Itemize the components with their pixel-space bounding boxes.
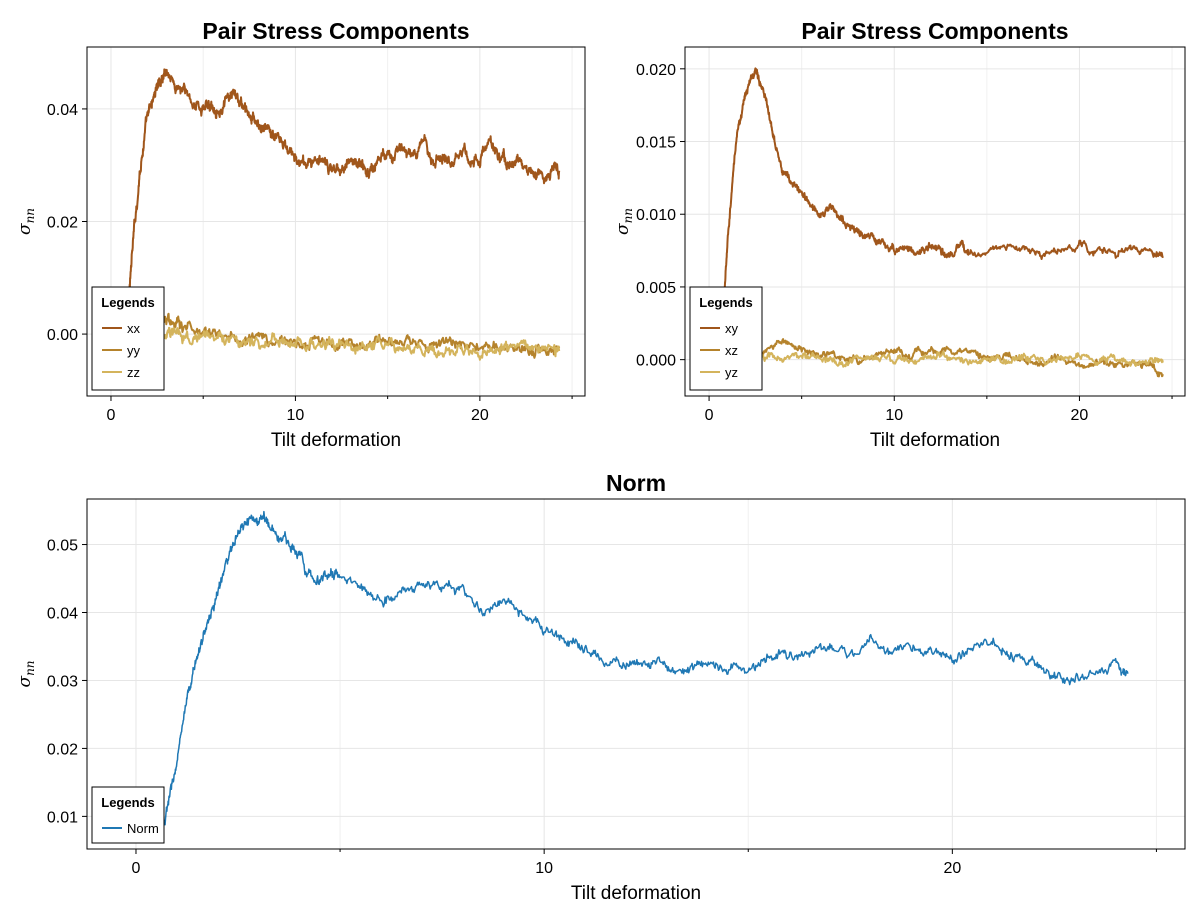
y-tick-label: 0.010 bbox=[636, 207, 676, 224]
y-tick-label: 0.01 bbox=[47, 809, 78, 826]
y-axis-label: σnn bbox=[613, 208, 635, 235]
gridlines bbox=[87, 499, 1185, 849]
y-tick-label: 0.02 bbox=[47, 215, 78, 232]
x-tick-label: 20 bbox=[1071, 407, 1089, 424]
y-tick-label: 0.00 bbox=[47, 327, 78, 344]
x-tick-label: 0 bbox=[132, 860, 141, 877]
x-tick-label: 20 bbox=[471, 407, 489, 424]
y-tick-label: 0.04 bbox=[47, 605, 78, 622]
legend-title: Legends bbox=[101, 295, 154, 310]
y-axis-label: σnn bbox=[15, 660, 37, 687]
y-axis: 0.00 0.02 0.04 bbox=[47, 102, 87, 344]
y-tick-label: 0.05 bbox=[47, 538, 78, 555]
legend-title: Legends bbox=[699, 295, 752, 310]
y-tick-label: 0.03 bbox=[47, 673, 78, 690]
series-lines bbox=[124, 68, 561, 361]
chart-panel-2: 0 10 20 0.000 0.005 0.010 0.015 0.020 Pair Stres… bbox=[613, 18, 1186, 451]
chart-panel-1: 0 10 20 0.00 0.02 0.04 Pair Stress Components T… bbox=[15, 18, 586, 451]
x-tick-label: 0 bbox=[705, 407, 714, 424]
series-lines bbox=[717, 67, 1164, 378]
y-axis: 0.01 0.02 0.03 0.04 0.05 bbox=[47, 538, 87, 826]
series-line-yz bbox=[717, 351, 1164, 368]
y-tick-label: 0.005 bbox=[636, 280, 676, 297]
y-tick-label: 0.015 bbox=[636, 135, 676, 152]
legend-title: Legends bbox=[101, 795, 154, 810]
series-line-xx bbox=[124, 68, 561, 332]
legend: Legends Norm bbox=[91, 786, 165, 844]
y-tick-label: 0.000 bbox=[636, 353, 676, 370]
plot-frame bbox=[86, 498, 1186, 850]
x-axis: 0 10 20 bbox=[132, 849, 1157, 877]
legend-label-Norm: Norm bbox=[127, 821, 159, 836]
series-line-Norm bbox=[163, 510, 1129, 826]
series-line-xy bbox=[717, 67, 1164, 359]
y-tick-label: 0.020 bbox=[636, 62, 676, 79]
x-tick-label: 0 bbox=[107, 407, 116, 424]
x-tick-label: 10 bbox=[287, 407, 305, 424]
legend-box bbox=[91, 786, 165, 844]
chart-title: Norm bbox=[606, 470, 666, 496]
legend-label-zz: zz bbox=[127, 365, 140, 380]
legend: Legends xy xz yz bbox=[689, 286, 763, 391]
legend-label-xx: xx bbox=[127, 321, 141, 336]
x-axis-label: Tilt deformation bbox=[271, 430, 401, 451]
y-axis: 0.000 0.005 0.010 0.015 0.020 bbox=[636, 62, 685, 370]
legend-label-yz: yz bbox=[725, 365, 738, 380]
x-axis-label: Tilt deformation bbox=[870, 430, 1000, 451]
legend-label-xz: xz bbox=[725, 343, 738, 358]
y-axis-label: σnn bbox=[15, 208, 37, 235]
x-tick-label: 20 bbox=[943, 860, 961, 877]
x-axis-label: Tilt deformation bbox=[571, 883, 701, 904]
x-tick-label: 10 bbox=[535, 860, 553, 877]
legend-label-xy: xy bbox=[725, 321, 739, 336]
x-axis: 0 10 20 bbox=[705, 396, 1173, 424]
chart-title: Pair Stress Components bbox=[202, 18, 469, 44]
chart-panel-3: 0 10 20 0.01 0.02 0.03 0.04 0.05 Norm Tilt deform… bbox=[15, 470, 1186, 904]
y-tick-label: 0.02 bbox=[47, 741, 78, 758]
x-axis: 0 10 20 bbox=[107, 396, 573, 424]
plot-frame bbox=[684, 46, 1186, 397]
chart-title: Pair Stress Components bbox=[801, 18, 1068, 44]
x-tick-label: 10 bbox=[885, 407, 903, 424]
legend: Legends xx yy zz bbox=[91, 286, 165, 391]
legend-label-yy: yy bbox=[127, 343, 141, 358]
series-lines bbox=[163, 510, 1129, 826]
y-tick-label: 0.04 bbox=[47, 102, 78, 119]
